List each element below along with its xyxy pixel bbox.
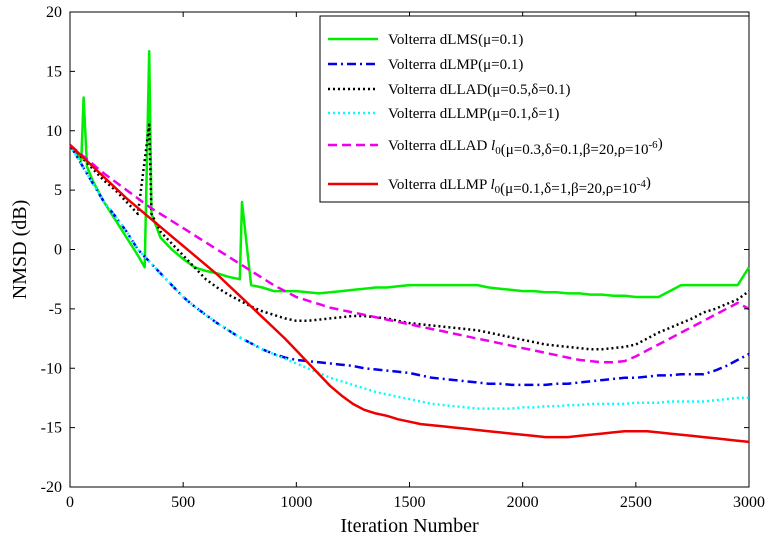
legend-label: Volterra dLMP(μ=0.1): [388, 57, 523, 73]
y-tick-label: 20: [46, 4, 62, 21]
axes-layer: 0 500 1000 1500 2000 2500 3000 -20 -15 -10 -5 0 5 10 1…: [41, 4, 765, 511]
series-line-4: [68, 144, 749, 410]
legend-label: Volterra dLMS(μ=0.1): [388, 32, 523, 48]
series-line-1: [68, 49, 751, 299]
legend-box: [319, 15, 750, 203]
x-tick-label: 3000: [733, 494, 765, 511]
legend-label: Volterra dLLMP l0(μ=0.1,δ=1,β=20,ρ=10-4): [388, 175, 651, 197]
y-tick-label: -20: [41, 479, 62, 496]
series-line-5: [69, 144, 750, 364]
y-tick-label: -10: [41, 360, 62, 377]
legend: Volterra dLMS(μ=0.1) Volterra dLMP(μ=0.1)…: [319, 15, 750, 203]
legend-label: Volterra dLLAD(μ=0.5,δ=0.1): [388, 82, 571, 98]
y-axis-label: NMSD (dB): [9, 200, 31, 299]
x-axis-label: Iteration Number: [340, 515, 479, 537]
legend-label: Volterra dLLMP(μ=0.1,δ=1): [388, 106, 559, 122]
y-tick-label: 0: [54, 242, 62, 259]
legend-label: Volterra dLLAD l0(μ=0.3,δ=0.1,β=20,ρ=10-…: [388, 136, 663, 158]
y-tick-label: 15: [46, 63, 62, 80]
y-tick-label: 5: [54, 182, 62, 199]
series-layer: [68, 49, 751, 444]
x-tick-label: 1500: [394, 494, 426, 511]
y-tick-label: 10: [46, 123, 62, 140]
x-tick-label: 2000: [507, 494, 539, 511]
x-tick-label: 1000: [280, 494, 312, 511]
x-tick-label: 500: [171, 494, 195, 511]
x-tick-label: 2500: [620, 494, 652, 511]
series-line-6: [69, 144, 750, 444]
x-tick-label: 0: [66, 494, 74, 511]
y-tick-label: -15: [41, 420, 62, 437]
y-tick-label: -5: [49, 301, 62, 318]
